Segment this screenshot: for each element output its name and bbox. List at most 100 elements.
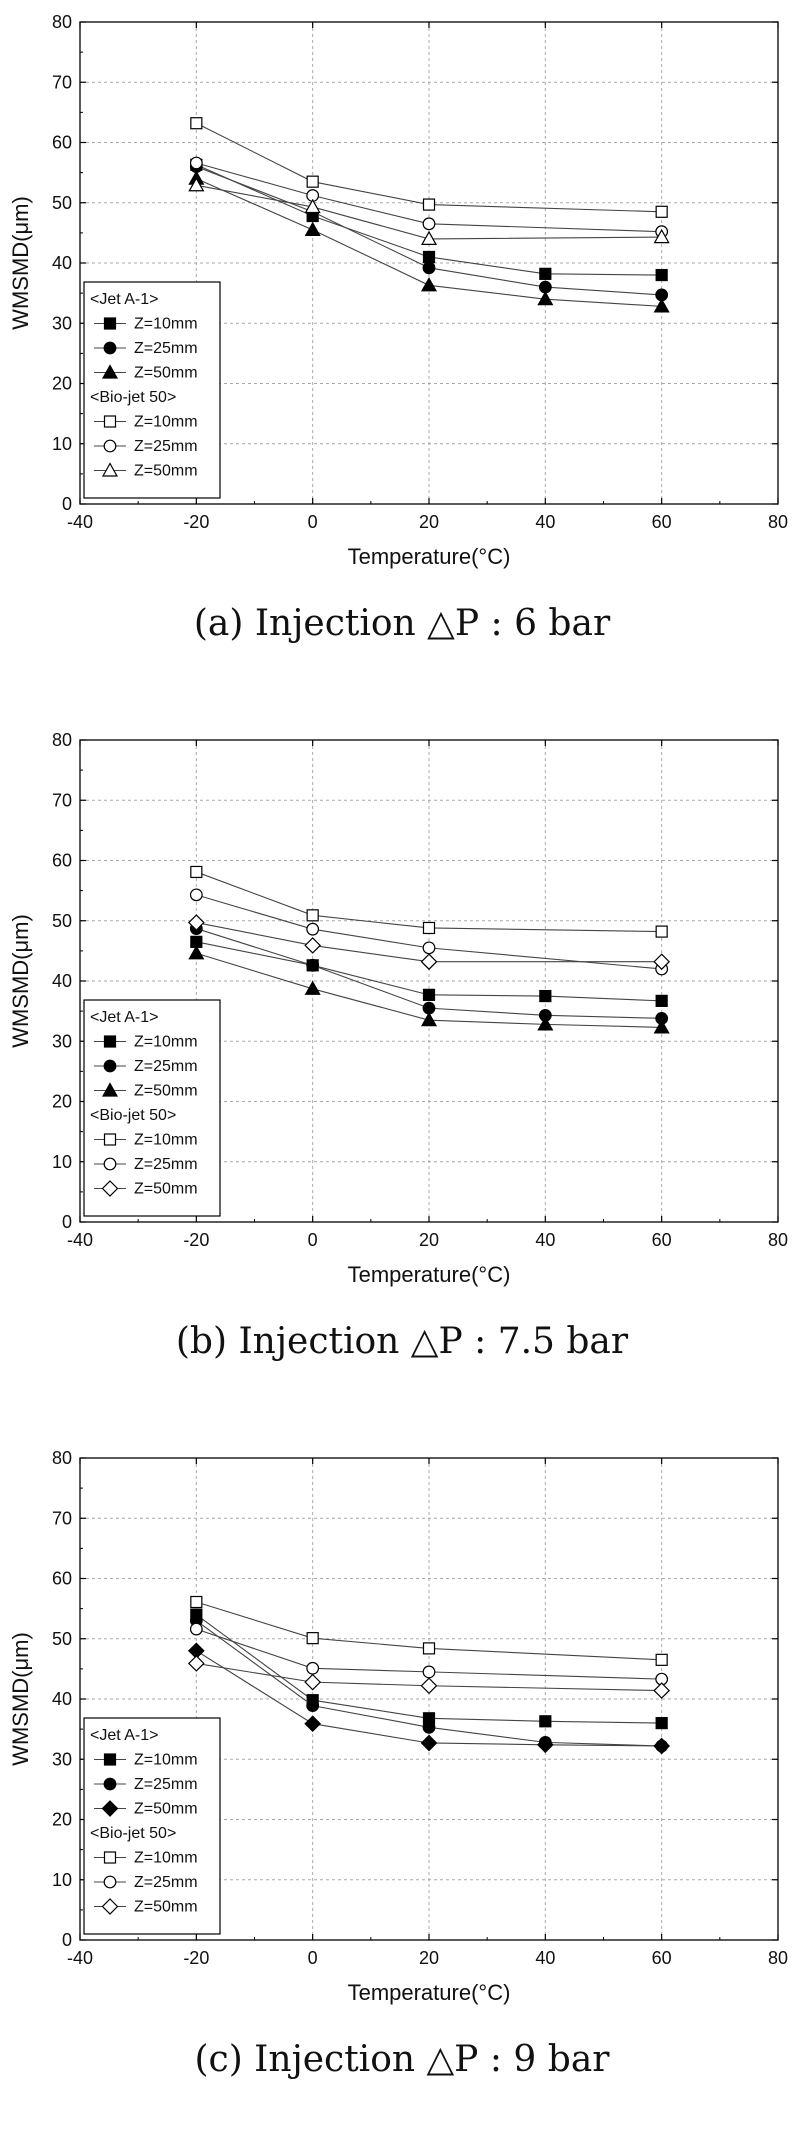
data-point <box>188 945 205 960</box>
series-2 <box>188 945 670 1034</box>
legend-marker <box>103 1157 117 1171</box>
y-tick-label: 40 <box>52 1689 72 1709</box>
data-point <box>304 980 321 995</box>
legend-label: Z=50mm <box>134 365 198 382</box>
y-tick-label: 60 <box>52 851 72 871</box>
y-tick-label: 30 <box>52 1749 72 1769</box>
y-tick-label: 20 <box>52 1092 72 1112</box>
y-axis-title: WMSMD(μm) <box>8 1632 33 1766</box>
x-tick-label: 40 <box>535 1230 555 1250</box>
data-point <box>420 277 438 292</box>
data-point <box>539 267 552 280</box>
y-tick-label: 50 <box>52 193 72 213</box>
data-point <box>190 117 203 130</box>
legend-label: Z=50mm <box>134 1801 198 1818</box>
data-point <box>537 290 554 306</box>
legend: <Jet A-1> Z=10mm Z=25mm Z=50mm <Bio-jet 50> Z… <box>83 281 221 499</box>
data-point <box>304 937 322 954</box>
y-tick-label: 50 <box>52 1629 72 1649</box>
y-tick-label: 40 <box>52 971 72 991</box>
series-1 <box>189 160 669 302</box>
y-tick-label: 60 <box>52 1569 72 1589</box>
chart-c-caption: (c) Injection △P : 9 bar <box>194 2039 610 2080</box>
y-tick-label: 50 <box>52 911 72 931</box>
legend-marker <box>103 317 117 330</box>
legend-marker <box>103 1753 117 1766</box>
legend-marker <box>103 1851 117 1864</box>
y-tick-label: 80 <box>52 1448 72 1468</box>
legend-label: Z=10mm <box>134 1752 198 1769</box>
y-tick-label: 80 <box>52 12 72 32</box>
data-point <box>420 953 438 971</box>
series-5 <box>187 914 671 971</box>
legend-marker <box>103 1133 117 1146</box>
data-point <box>539 989 552 1003</box>
data-point <box>420 1677 438 1695</box>
legend-label: Z=50mm <box>134 1181 198 1198</box>
chart-a: -40 -20 0 20 40 60 80 0 10 20 30 40 50 60 70 80 Temperat… <box>8 12 788 569</box>
data-point <box>422 1642 436 1655</box>
data-point <box>655 268 668 282</box>
y-tick-label: 20 <box>52 374 72 394</box>
series-0 <box>190 935 668 1007</box>
x-tick-label: 40 <box>535 1948 555 1968</box>
x-tick-label: 20 <box>419 1230 439 1250</box>
legend-marker <box>103 1059 117 1073</box>
y-tick-label: 0 <box>62 1212 72 1232</box>
y-tick-label: 20 <box>52 1810 72 1830</box>
series-line <box>196 184 662 240</box>
data-point <box>420 1011 438 1027</box>
series-line <box>196 1662 662 1692</box>
series-3 <box>190 117 668 218</box>
legend-marker <box>103 415 117 428</box>
x-tick-label: -20 <box>183 1948 209 1968</box>
data-point <box>422 198 436 211</box>
series-line <box>196 1628 662 1680</box>
x-tick-label: 60 <box>652 1948 672 1968</box>
data-point <box>187 914 205 931</box>
data-point <box>422 921 436 935</box>
series-2 <box>187 1642 671 1755</box>
data-point <box>304 1673 322 1691</box>
data-point <box>189 1622 203 1636</box>
data-point <box>653 1737 671 1755</box>
legend-label: Z=10mm <box>134 414 198 431</box>
legend-label: Z=10mm <box>134 316 198 333</box>
data-point <box>422 988 436 1001</box>
legend-marker <box>103 341 117 355</box>
data-point <box>420 1734 438 1752</box>
legend-label: Z=25mm <box>134 1058 198 1075</box>
legend-marker <box>103 1035 117 1048</box>
y-axis-title: WMSMD(μm) <box>8 914 33 1048</box>
legend-marker <box>101 364 119 379</box>
data-point <box>306 909 319 922</box>
y-tick-label: 30 <box>52 313 72 333</box>
y-tick-label: 30 <box>52 1031 72 1051</box>
chart-panel-c: -40 -20 0 20 40 60 80 0 10 20 30 40 50 60 70 80 Temperat… <box>0 1436 804 2136</box>
legend-label: Z=10mm <box>134 1034 198 1051</box>
legend-marker <box>101 462 119 477</box>
data-point <box>306 958 320 972</box>
legend-label: Z=10mm <box>134 1850 198 1867</box>
x-axis-title: Temperature(°C) <box>348 1980 511 2005</box>
data-point <box>306 1699 320 1713</box>
series-4 <box>189 888 669 976</box>
legend-marker <box>103 1875 117 1889</box>
chart-panel-b: -40 -20 0 20 40 60 80 0 10 20 30 40 50 60 70 80 Temperat… <box>0 718 804 1418</box>
legend-label: Z=25mm <box>134 340 198 357</box>
x-tick-label: 0 <box>308 1230 318 1250</box>
x-axis-title: Temperature(°C) <box>348 544 511 569</box>
data-point <box>187 1655 205 1672</box>
x-tick-label: -20 <box>183 512 209 532</box>
x-tick-label: 80 <box>768 512 788 532</box>
data-point <box>420 230 438 245</box>
series-line <box>196 122 662 213</box>
legend-group-title: <Jet A-1> <box>90 1009 159 1026</box>
data-point <box>539 1715 552 1728</box>
data-point <box>422 250 436 264</box>
data-point <box>306 1632 319 1645</box>
chart-c: -40 -20 0 20 40 60 80 0 10 20 30 40 50 60 70 80 Temperat… <box>8 1448 788 2005</box>
x-tick-label: 80 <box>768 1948 788 1968</box>
data-point <box>655 205 668 218</box>
legend-group-title: <Jet A-1> <box>90 291 159 308</box>
